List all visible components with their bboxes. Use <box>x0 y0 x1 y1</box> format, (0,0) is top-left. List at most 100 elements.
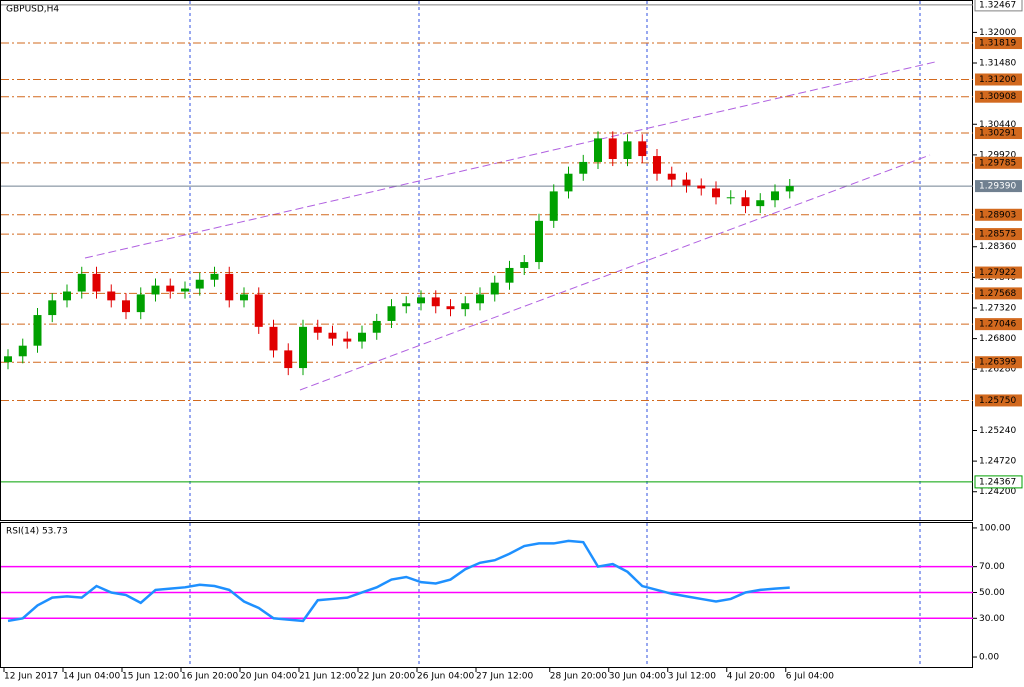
level-box <box>975 394 1022 407</box>
candle-body <box>254 294 263 327</box>
candle-body <box>284 350 293 369</box>
period-separators <box>189 1 921 667</box>
level-label: 1.30291 <box>979 129 1016 139</box>
trend-line <box>84 61 936 259</box>
y-tick-label: 1.24720 <box>979 457 1016 467</box>
candle-body <box>476 294 484 304</box>
last-price-box <box>975 180 1022 193</box>
last-price-label: 1.29390 <box>979 182 1016 192</box>
x-tick-label: 12 Jun 2017 <box>4 672 58 682</box>
level-box <box>975 318 1022 331</box>
rsi-title: RSI(14) 53.73 <box>6 527 68 537</box>
candle-body <box>136 294 145 313</box>
candle-body <box>638 141 647 157</box>
level-box <box>975 90 1022 103</box>
level-label: 1.25750 <box>979 396 1016 406</box>
level-label: 1.29785 <box>979 158 1016 168</box>
x-tick-label: 15 Jun 12:00 <box>122 672 179 682</box>
y-tick-label: 1.25240 <box>979 426 1016 436</box>
candle-body <box>712 188 720 198</box>
candle-body <box>490 282 499 295</box>
x-tick-label: 28 Jun 20:00 <box>550 672 607 682</box>
candle-body <box>741 197 750 207</box>
candle-body <box>122 300 130 313</box>
y-tick-label: 1.27320 <box>979 303 1016 313</box>
x-tick-label: 6 Jul 04:00 <box>786 672 835 682</box>
y-tick-label: 1.30440 <box>979 120 1016 130</box>
candle-body <box>726 197 735 199</box>
candle-body <box>63 291 71 301</box>
y-tick-label: 70.00 <box>979 562 1005 572</box>
candle-body <box>107 291 116 301</box>
candle-body <box>579 161 588 174</box>
candle-body <box>18 345 27 357</box>
candle-body <box>372 320 381 333</box>
y-tick-label: 30.00 <box>979 614 1005 624</box>
candle-body <box>505 267 514 283</box>
level-box <box>975 156 1022 169</box>
candle-body <box>417 297 425 304</box>
h-line-box <box>974 0 1023 12</box>
x-tick-label: 27 Jun 12:00 <box>476 672 533 682</box>
h-line-label: 1.24367 <box>979 477 1016 487</box>
candle-body <box>4 356 12 363</box>
level-label: 1.27922 <box>979 268 1016 278</box>
candle-body <box>77 273 86 292</box>
level-box <box>975 356 1022 369</box>
h-line-box <box>974 475 1023 489</box>
candle-body <box>608 138 617 160</box>
x-tick-label: 30 Jun 04:00 <box>609 672 666 682</box>
candle-body <box>299 326 307 369</box>
candle-body <box>313 326 322 333</box>
candle-body <box>771 191 779 201</box>
candle-body <box>785 186 794 192</box>
x-tick-label: 20 Jun 04:00 <box>240 672 297 682</box>
y-tick-label: 0.00 <box>979 653 999 663</box>
candle-body <box>48 300 57 316</box>
candle-body <box>594 138 602 162</box>
y-tick-label: 1.29920 <box>979 150 1016 160</box>
candle-body <box>195 279 204 289</box>
candle-body <box>623 141 632 160</box>
level-box <box>975 37 1022 50</box>
chart-title: GBPUSD,H4 <box>6 5 59 15</box>
level-box <box>975 208 1022 221</box>
y-tick-label: 1.31480 <box>979 59 1016 69</box>
x-tick-label: 22 Jun 20:00 <box>358 672 415 682</box>
candle-body <box>225 273 234 301</box>
candle-body <box>446 306 455 310</box>
rsi-panel <box>0 522 973 668</box>
x-tick-label: 16 Jun 20:00 <box>181 672 238 682</box>
level-label: 1.27046 <box>979 320 1016 330</box>
level-label: 1.30908 <box>979 92 1016 102</box>
candle-body <box>756 200 765 207</box>
candle-body <box>210 273 219 280</box>
rsi-line <box>7 539 790 623</box>
candle-body <box>535 220 543 263</box>
level-label: 1.31819 <box>979 39 1016 49</box>
candle-body <box>682 179 691 186</box>
y-tick-label: 1.32000 <box>979 28 1016 38</box>
candle-body <box>328 332 337 339</box>
level-label: 1.28575 <box>979 230 1016 240</box>
candle-body <box>358 332 366 342</box>
level-label: 1.28903 <box>979 210 1016 220</box>
candle-body <box>151 285 160 295</box>
candle-body <box>269 326 278 351</box>
candle-body <box>92 273 101 292</box>
y-tick-label: 1.26280 <box>979 365 1016 375</box>
h-line-label: 1.32467 <box>979 0 1016 10</box>
x-tick-label: 26 Jun 04:00 <box>417 672 474 682</box>
candle-body <box>564 173 573 192</box>
y-tick-label: 1.24200 <box>979 487 1016 497</box>
candle-body <box>240 294 248 301</box>
level-box <box>975 228 1022 241</box>
candle-body <box>653 156 661 174</box>
level-label: 1.26399 <box>979 358 1016 368</box>
level-box <box>975 287 1022 300</box>
level-box <box>975 266 1022 279</box>
level-box <box>975 127 1022 140</box>
level-label: 1.27568 <box>979 289 1016 299</box>
candle-body <box>387 306 396 321</box>
